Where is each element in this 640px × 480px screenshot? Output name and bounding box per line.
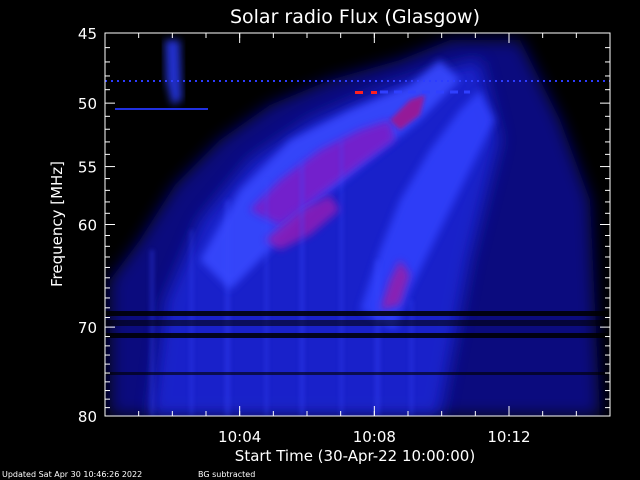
y-axis-label: Frequency [MHz]	[48, 161, 66, 287]
y-tick-label: 55	[78, 159, 97, 177]
y-tick-label: 50	[78, 95, 97, 113]
chart-title: Solar radio Flux (Glasgow)	[230, 6, 480, 28]
y-tick-label: 60	[78, 217, 97, 235]
y-tick-label: 70	[78, 319, 97, 337]
x-axis-label: Start Time (30-Apr-22 10:00:00)	[235, 447, 475, 465]
bg-subtracted-note: BG subtracted	[198, 470, 255, 479]
y-tick-label: 45	[78, 25, 97, 43]
x-tick-label: 10:04	[218, 428, 261, 446]
y-tick-label: 80	[78, 408, 97, 426]
updated-timestamp: Updated Sat Apr 30 10:46:26 2022	[2, 470, 142, 479]
x-tick-label: 10:08	[353, 428, 396, 446]
intensity-map	[105, 33, 610, 416]
x-tick-label: 10:12	[487, 428, 530, 446]
